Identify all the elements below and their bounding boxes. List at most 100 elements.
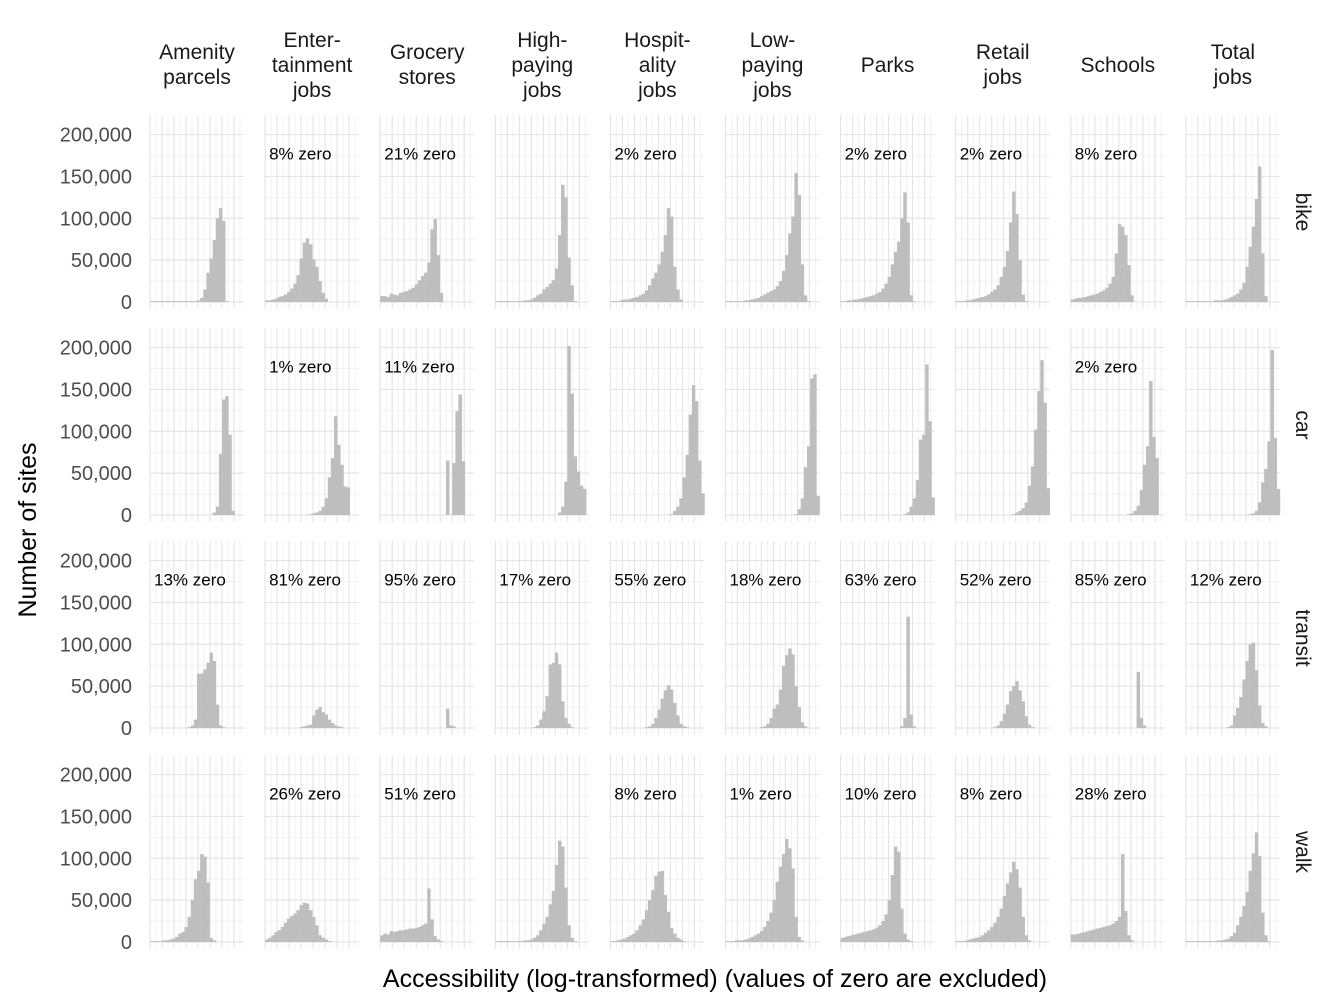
histogram-bar [1008, 222, 1013, 302]
histogram-bar [330, 458, 335, 515]
histogram-bar [539, 930, 543, 942]
histogram-bar [1204, 301, 1209, 302]
histogram-bar [977, 936, 982, 942]
histogram-bar [308, 514, 313, 515]
histogram-bar [265, 939, 269, 942]
histogram-bar [408, 928, 412, 942]
histogram-bar [669, 216, 674, 302]
histogram-bar [1114, 253, 1119, 302]
histogram-bar [747, 300, 751, 302]
histogram-bar [1015, 214, 1019, 302]
histogram-bar [1012, 861, 1016, 942]
histogram-bar [788, 648, 792, 728]
histogram-bar [654, 272, 658, 302]
histogram-bar [1034, 429, 1038, 515]
histogram-bar [327, 941, 332, 942]
histogram-bar [903, 933, 907, 942]
histogram-bar [1021, 294, 1025, 302]
histogram-bar [1236, 925, 1240, 942]
histogram-bar [859, 932, 863, 942]
histogram-bar [906, 939, 910, 942]
histogram-bar [1120, 854, 1125, 942]
histogram-bar [430, 229, 434, 302]
histogram-bar [1242, 282, 1246, 302]
histogram-bar [983, 296, 988, 302]
facet-panel-walk-7: 8% zero [955, 755, 1050, 949]
histogram-bar [759, 296, 764, 302]
histogram-bar [996, 725, 1000, 728]
histogram-bar [1217, 940, 1221, 942]
histogram-bar [651, 890, 655, 942]
histogram-bar [1207, 941, 1212, 942]
histogram-bar [200, 297, 204, 302]
histogram-bar [200, 854, 204, 942]
column-strip-label-line: Low- [750, 29, 796, 52]
histogram-bar [324, 298, 329, 302]
histogram-bar [648, 900, 652, 942]
histogram-bar [816, 495, 820, 515]
histogram-bar [868, 296, 873, 302]
histogram-bar [321, 292, 325, 302]
histogram-bar [1089, 295, 1094, 302]
facet-panel-bike-9 [1185, 115, 1280, 309]
histogram-bar [424, 923, 428, 942]
histogram-bar [657, 871, 661, 942]
histogram-bar [1226, 938, 1231, 942]
histogram-bar [747, 938, 751, 942]
histogram-bar [912, 301, 917, 302]
histogram-bar [897, 851, 901, 942]
histogram-bar [922, 434, 926, 515]
histogram-bar [197, 870, 201, 942]
facet-panel-car-1: 1% zero [264, 328, 360, 522]
y-tick-label: 100,000 [60, 208, 132, 230]
histogram-bar [193, 879, 198, 942]
histogram-bar [887, 900, 892, 942]
facet-panel-transit-9: 12% zero [1185, 541, 1280, 735]
histogram-bar [1207, 301, 1212, 302]
histogram-bar [890, 264, 895, 302]
histogram-bar [517, 301, 521, 302]
zero-percent-label: 1% zero [269, 357, 331, 376]
histogram-bar [1261, 722, 1265, 728]
zero-percent-label: 2% zero [960, 144, 1022, 163]
histogram-bar [312, 513, 316, 515]
histogram-bar [1254, 199, 1259, 302]
histogram-bar [321, 506, 325, 515]
histogram-bar [1130, 940, 1134, 942]
histogram-bar [781, 666, 786, 728]
histogram-bar [567, 257, 571, 302]
histogram-bar [728, 941, 733, 942]
histogram-bar [1080, 297, 1084, 302]
histogram-bar [1192, 941, 1196, 942]
zero-percent-label: 13% zero [154, 570, 226, 589]
histogram-bar [1099, 927, 1103, 942]
histogram-bar [1214, 941, 1218, 942]
histogram-bar [993, 289, 997, 302]
histogram-bar [1111, 923, 1115, 942]
histogram-bar [641, 919, 646, 942]
histogram-bar [340, 464, 344, 515]
histogram-bar [265, 300, 269, 302]
histogram-bar [206, 272, 210, 302]
histogram-bar [193, 719, 198, 728]
column-strip-label-line: stores [399, 66, 456, 89]
facet-panel-transit-0: 13% zero [149, 541, 244, 735]
histogram-bar [215, 704, 220, 728]
histogram-bar [1005, 883, 1010, 942]
histogram-bar [395, 931, 400, 942]
histogram-bar [766, 921, 770, 942]
histogram-bar [542, 923, 546, 942]
histogram-bar [1021, 701, 1025, 728]
histogram-bar [283, 294, 288, 302]
y-tick-label: 0 [121, 932, 132, 954]
histogram-bar [181, 931, 185, 942]
histogram-bar [1043, 402, 1047, 515]
facet-panel-car-7 [955, 328, 1050, 522]
histogram-bar [909, 714, 913, 728]
histogram-bar [731, 301, 736, 302]
histogram-bar [698, 460, 702, 515]
histogram-bar [554, 864, 559, 942]
histogram-bar [402, 291, 406, 302]
facet-panel-bike-0 [149, 115, 244, 309]
histogram-bar [791, 216, 795, 302]
